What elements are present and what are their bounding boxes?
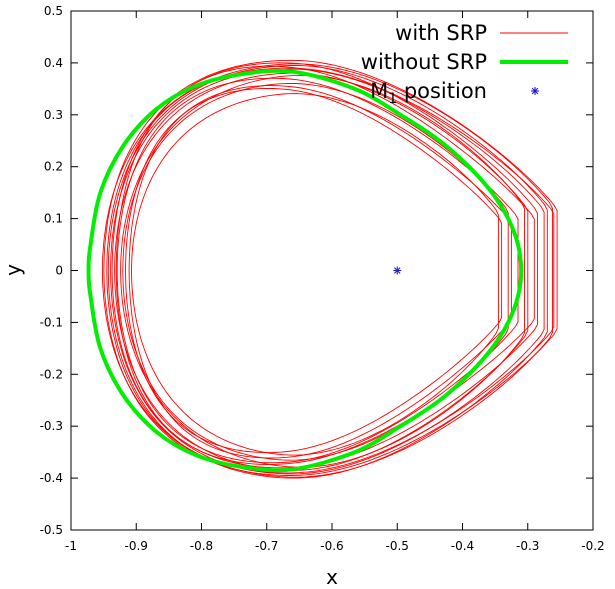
y-tick-label: -0.3 [40,419,63,433]
y-tick-label: -0.2 [40,367,63,381]
y-tick-label: 0.5 [44,4,63,18]
legend-m1-subscript: 1 [388,91,397,107]
x-tick-label: -0.7 [255,539,278,553]
legend-m1-letter: M [370,79,388,103]
srp-orbit-line [103,59,558,476]
star-stroke [393,267,401,274]
x-tick-label: -1 [65,539,77,553]
y-axis-title: y [1,264,25,276]
srp-orbit-line [114,72,529,471]
legend-label-without-srp: without SRP [361,50,487,74]
nominal-orbit-layer [86,68,524,473]
srp-orbit-line [110,68,545,475]
star-stroke [531,87,539,95]
m1-marker-layer [393,266,402,275]
x-tick-label: -0.5 [386,539,409,553]
y-tick-label: -0.1 [40,315,63,329]
srp-orbit-line [131,93,499,456]
legend: with SRP without SRP M1 position [361,21,568,107]
y-tick-label: 0.3 [44,108,63,122]
legend-label-m1-position: M1 position [370,79,487,107]
legend-m1-suffix: position [397,79,487,103]
srp-orbits-layer [101,59,558,479]
srp-orbit-line [122,82,509,461]
x-tick-label: -0.4 [451,539,474,553]
x-tick-label: -0.8 [190,539,213,553]
srp-orbit-line [107,65,548,479]
y-tick-label: 0.1 [44,212,63,226]
x-tick-label: -0.3 [516,539,539,553]
nominal-orbit-line [86,68,524,473]
x-axis-title: x [326,565,338,589]
srp-orbit-line [101,63,553,478]
ticks-layer: -1 -0.9 -0.8 -0.7 -0.6 -0.5 -0.4 -0.3 -0.2 -0.5 -0… [40,4,605,553]
x-tick-label: -0.9 [125,539,148,553]
srp-orbit-line [120,74,525,468]
y-tick-label: 0.2 [44,160,63,174]
y-tick-label: 0.4 [44,56,63,70]
y-tick-label: 0 [55,264,63,278]
srp-orbit-line [116,77,519,464]
legend-label-with-srp: with SRP [395,21,487,45]
x-tick-label: -0.2 [581,539,604,553]
srp-orbit-line [111,62,538,469]
y-tick-label: -0.5 [40,523,63,537]
srp-orbit-line [128,85,512,459]
y-tick-label: -0.4 [40,471,63,485]
legend-swatch-m1-star-icon [531,87,539,95]
srp-orbit-line [125,87,503,454]
srp-orbit-line [115,65,535,465]
x-tick-label: -0.6 [320,539,343,553]
m1-position-star-icon [393,266,402,275]
